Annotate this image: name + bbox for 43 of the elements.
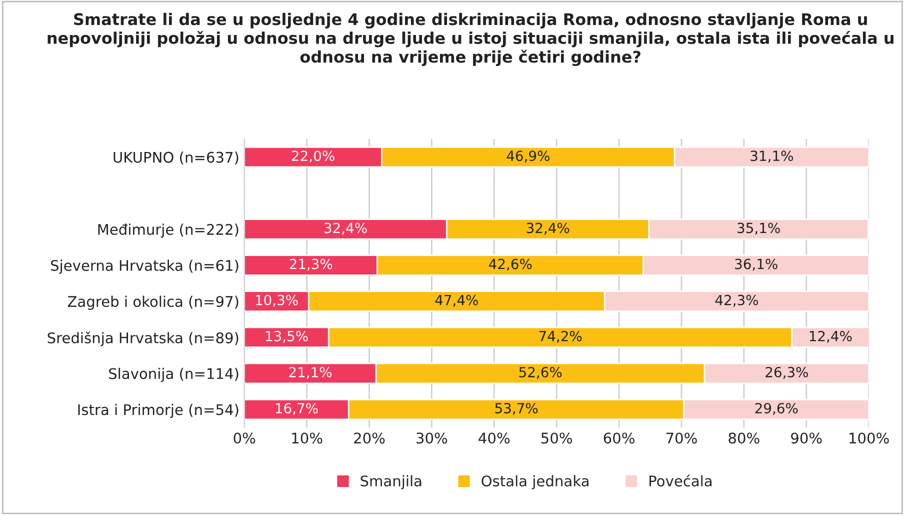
x-tick-label: 50%	[541, 432, 572, 444]
x-tick-label: 70%	[666, 432, 697, 444]
y-tick-label: Sjeverna Hrvatska (n=61)	[51, 260, 238, 274]
legend-label: Ostala jednaka	[482, 475, 588, 490]
data-label: 32,4%	[324, 222, 367, 235]
data-label: 53,7%	[495, 402, 538, 415]
y-tick-label: Međimurje (n=222)	[98, 224, 238, 238]
legend-label: Smanjila	[360, 475, 422, 490]
legend-label: Povećala	[650, 474, 712, 486]
data-label: 16,7%	[276, 402, 318, 415]
x-tick-label: 90%	[791, 432, 822, 444]
x-tick-label: 60%	[604, 432, 634, 444]
chart-title: Smatrate li da se u posljednje 4 godine diskriminacija Roma, odnosno stavljanje Roma u nepovoljniji položaj u odnosu na druge ljude u istoj situaciji smanjila, ostala ista ili povećala u odnosu na vrijeme prije četiri godine?	[48, 12, 894, 66]
data-label: 10,3%	[256, 294, 298, 307]
data-label: 42,3%	[715, 294, 758, 307]
data-label: 21,3%	[290, 258, 332, 271]
x-tick-label: 0%	[234, 432, 256, 444]
data-label: 26,3%	[766, 366, 808, 379]
data-label: 29,6%	[755, 402, 798, 415]
data-label: 42,6%	[488, 258, 532, 271]
x-tick-label: 20%	[354, 432, 385, 444]
x-tick-label: 80%	[728, 432, 760, 444]
y-tick-label: Središnja Hrvatska (n=89)	[48, 331, 238, 346]
x-tick-label: 40%	[478, 432, 510, 444]
y-tick-label: Slavonija (n=114)	[109, 368, 238, 382]
data-label: 32,4%	[526, 222, 570, 235]
data-label: 52,6%	[519, 366, 562, 379]
y-tick-label: UKUPNO (n=637)	[114, 152, 238, 165]
data-label: 31,1%	[750, 150, 793, 163]
data-label: 21,1%	[289, 366, 332, 379]
data-label: 35,1%	[738, 222, 780, 235]
x-tick-label: 30%	[416, 432, 448, 444]
data-label: 47,4%	[435, 294, 478, 307]
data-label: 12,4%	[810, 330, 852, 343]
data-label: 13,5%	[266, 330, 308, 343]
x-tick-label: 10%	[292, 432, 322, 444]
data-label: 22,0%	[292, 150, 334, 163]
y-tick-label: Zagreb i okolica (n=97)	[68, 296, 238, 310]
data-label: 74,2%	[539, 330, 582, 343]
data-label: 46,9%	[506, 150, 550, 163]
y-tick-label: Istra i Primorje (n=54)	[78, 404, 238, 418]
x-tick-label: 100%	[850, 432, 889, 444]
data-label: 36,1%	[735, 258, 778, 271]
